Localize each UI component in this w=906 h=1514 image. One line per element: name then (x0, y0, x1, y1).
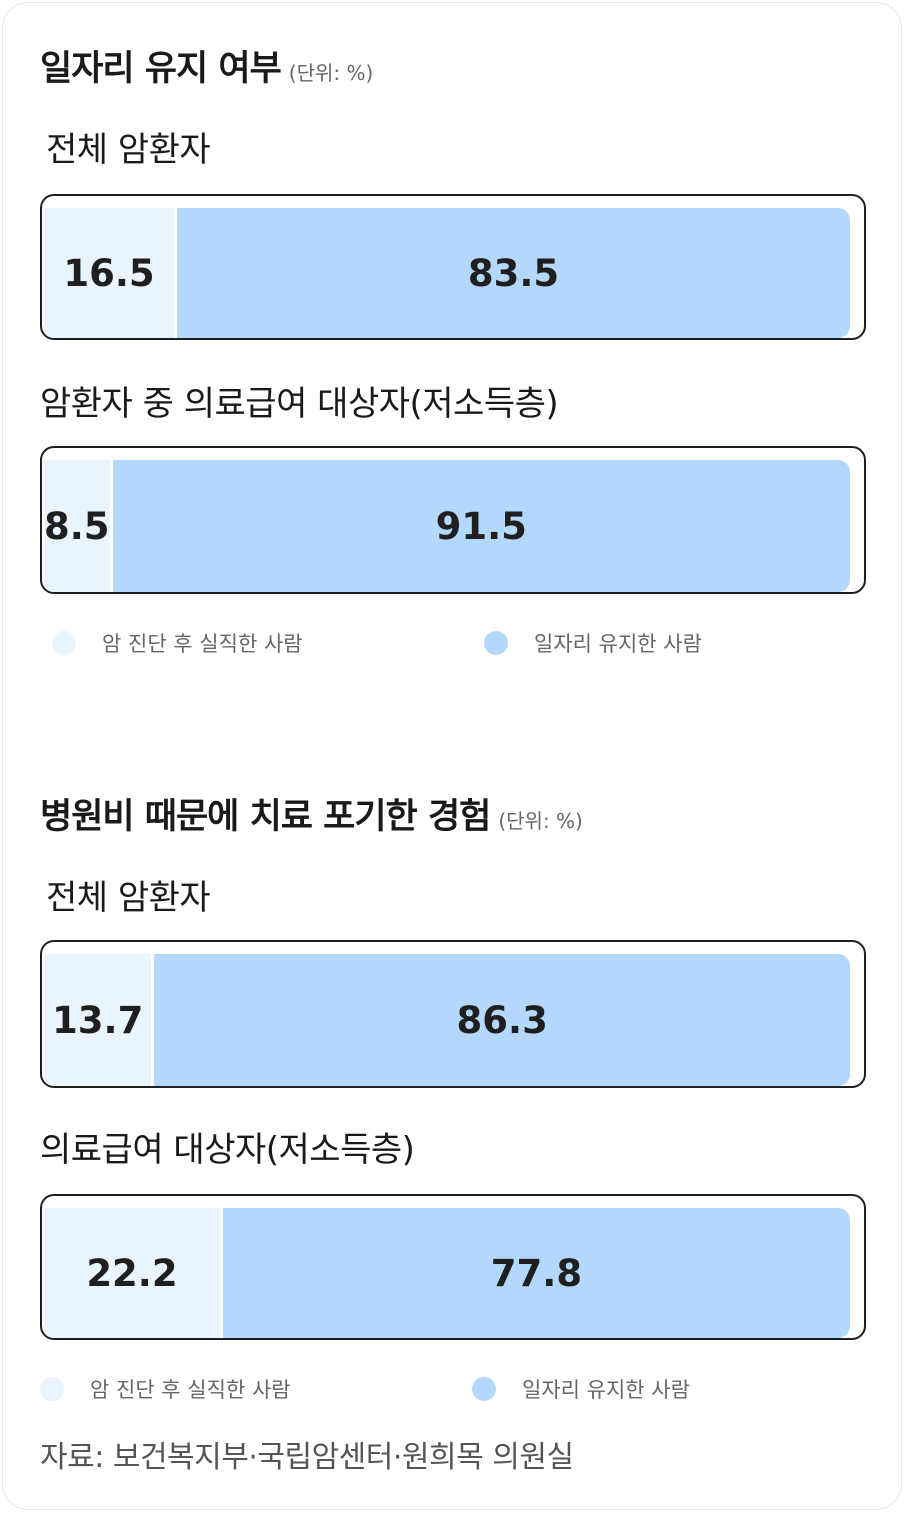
chart2-bar2: 22.2 77.8 (40, 1194, 866, 1340)
chart2-bar1-kept: 86.3 (154, 954, 850, 1086)
legend-dot-kept (484, 631, 508, 655)
chart2-legend-lost-label: 암 진단 후 실직한 사람 (90, 1378, 291, 1402)
legend-dot-lost (40, 1377, 64, 1401)
chart1-bar1-kept: 83.5 (176, 208, 850, 338)
chart2-bar1: 13.7 86.3 (40, 940, 866, 1088)
chart1-title-text: 일자리 유지 여부 (40, 49, 282, 89)
chart1-bar1-lost: 16.5 (44, 208, 177, 338)
chart2-unit: (단위: %) (498, 809, 583, 833)
chart1-group2-label: 암환자 중 의료급여 대상자(저소득층) (40, 384, 559, 424)
chart1-bar2-kept: 91.5 (112, 460, 850, 592)
chart2-bar1-lost: 13.7 (44, 954, 155, 1086)
chart2-legend-kept-label: 일자리 유지한 사람 (522, 1378, 690, 1402)
chart1-legend-lost-label: 암 진단 후 실직한 사람 (102, 632, 303, 656)
chart1-title: 일자리 유지 여부 (단위: %) (40, 40, 373, 91)
chart2-legend-kept: 일자리 유지한 사람 (472, 1374, 690, 1404)
chart2-bar2-lost: 22.2 (44, 1208, 223, 1338)
chart1-legend-kept: 일자리 유지한 사람 (484, 628, 702, 658)
chart1-legend-lost: 암 진단 후 실직한 사람 (52, 628, 303, 658)
chart2-title-text: 병원비 때문에 치료 포기한 경험 (40, 797, 491, 837)
source-note: 자료: 보건복지부·국립암센터·원희목 의원실 (40, 1440, 574, 1475)
chart2-legend-lost: 암 진단 후 실직한 사람 (40, 1374, 291, 1404)
chart1-bar2-lost: 8.5 (44, 460, 113, 592)
chart2-title: 병원비 때문에 치료 포기한 경험 (단위: %) (40, 788, 583, 839)
chart1-legend-kept-label: 일자리 유지한 사람 (534, 632, 702, 656)
chart1-bar1: 16.5 83.5 (40, 194, 866, 340)
chart1-unit: (단위: %) (288, 61, 374, 85)
chart2-group1-label: 전체 암환자 (46, 878, 211, 918)
chart2-group2-label: 의료급여 대상자(저소득층) (40, 1130, 415, 1170)
chart1-group1-label: 전체 암환자 (46, 130, 211, 170)
chart1-bar2: 8.5 91.5 (40, 446, 866, 594)
legend-dot-kept (472, 1377, 496, 1401)
legend-dot-lost (52, 631, 76, 655)
chart2-bar2-kept: 77.8 (222, 1208, 850, 1338)
